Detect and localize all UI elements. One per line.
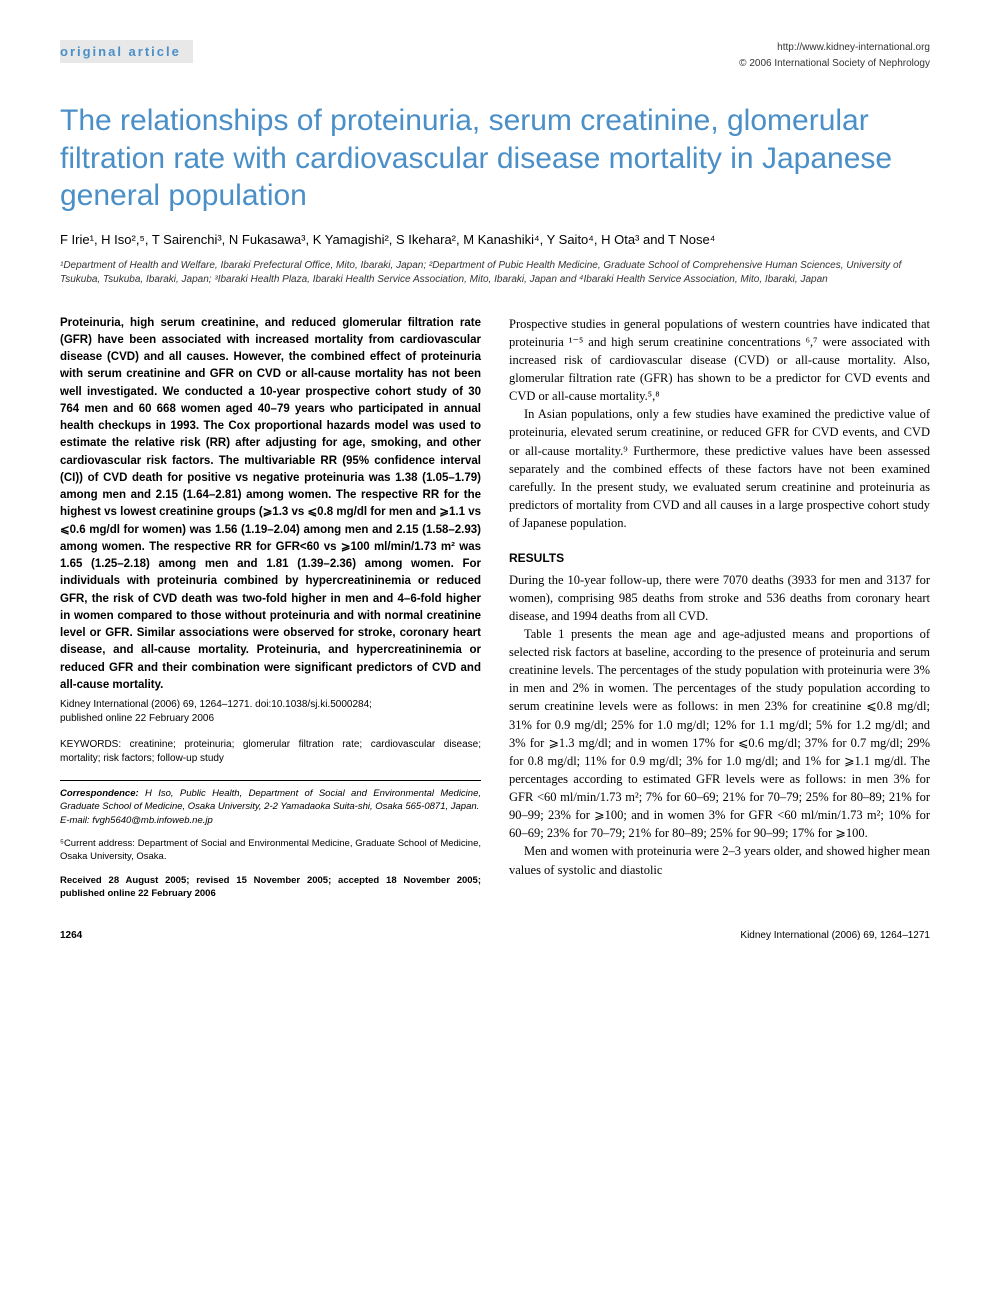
page-header: original article http://www.kidney-inter… xyxy=(60,40,930,72)
page-number: 1264 xyxy=(60,930,82,941)
results-paragraph-1: During the 10-year follow-up, there were… xyxy=(509,571,930,625)
article-title: The relationships of proteinuria, serum … xyxy=(60,102,930,215)
article-type-badge: original article xyxy=(60,40,193,63)
two-column-body: Proteinuria, high serum creatinine, and … xyxy=(60,315,930,901)
correspondence-email: fvgh5640@mb.infoweb.ne.jp xyxy=(92,815,213,826)
journal-url: http://www.kidney-international.org xyxy=(739,40,930,56)
copyright-line: © 2006 International Society of Nephrolo… xyxy=(739,56,930,72)
running-footer: Kidney International (2006) 69, 1264–127… xyxy=(740,930,930,941)
results-paragraph-2: Table 1 presents the mean age and age-ad… xyxy=(509,625,930,843)
affiliations: ¹Department of Health and Welfare, Ibara… xyxy=(60,259,930,287)
article-dates: Received 28 August 2005; revised 15 Nove… xyxy=(60,874,481,901)
citation-line1: Kidney International (2006) 69, 1264–127… xyxy=(60,699,372,710)
header-right: http://www.kidney-international.org © 20… xyxy=(739,40,930,72)
left-column: Proteinuria, high serum creatinine, and … xyxy=(60,315,481,901)
abstract-text: Proteinuria, high serum creatinine, and … xyxy=(60,315,481,695)
citation-line2: published online 22 February 2006 xyxy=(60,713,214,724)
intro-paragraph-2: In Asian populations, only a few studies… xyxy=(509,405,930,532)
author-list: F Irie¹, H Iso²,⁵, T Sairenchi³, N Fukas… xyxy=(60,231,930,249)
right-column: Prospective studies in general populatio… xyxy=(509,315,930,901)
keywords: KEYWORDS: creatinine; proteinuria; glome… xyxy=(60,738,481,766)
correspondence-label: Correspondence: xyxy=(60,788,139,799)
email-label: E-mail: xyxy=(60,815,90,826)
page-footer: 1264 Kidney International (2006) 69, 126… xyxy=(60,930,930,941)
current-address: ⁵Current address: Department of Social a… xyxy=(60,837,481,864)
correspondence-block: Correspondence: H Iso, Public Health, De… xyxy=(60,780,481,827)
results-heading: RESULTS xyxy=(509,550,930,567)
citation-info: Kidney International (2006) 69, 1264–127… xyxy=(60,698,481,726)
results-paragraph-3: Men and women with proteinuria were 2–3 … xyxy=(509,842,930,878)
intro-paragraph-1: Prospective studies in general populatio… xyxy=(509,315,930,406)
